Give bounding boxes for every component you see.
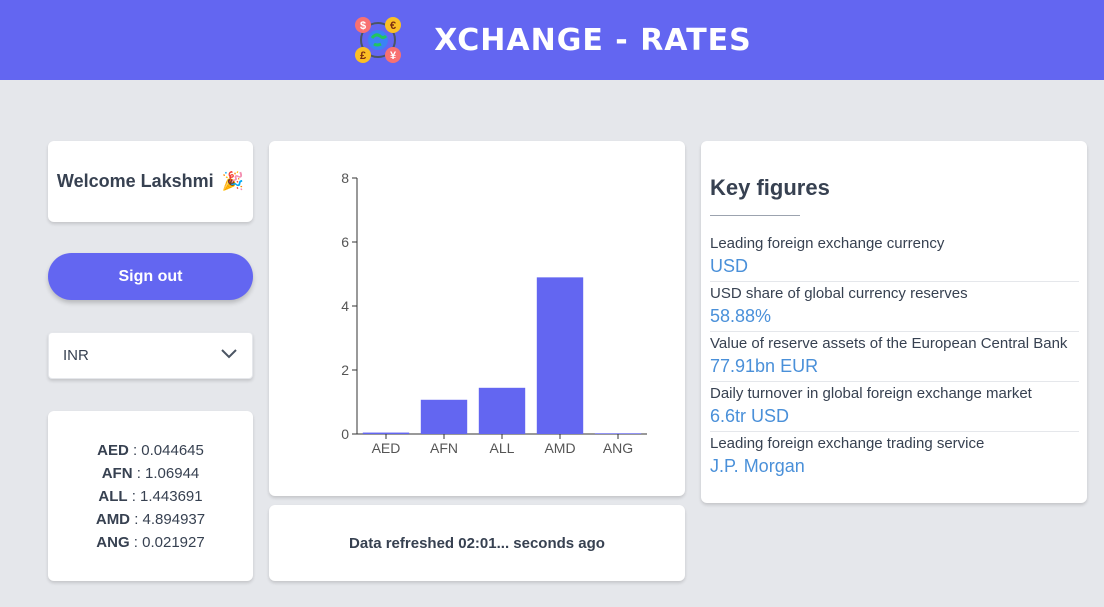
- rate-row: AMD : 4.894937: [95, 510, 206, 528]
- key-figure-value: USD: [710, 256, 749, 276]
- rate-value: 1.443691: [140, 487, 203, 505]
- rate-code: ANG: [96, 533, 130, 551]
- welcome-text: Welcome Lakshmi: [56, 171, 214, 191]
- x-tick-label: AFN: [430, 440, 458, 456]
- y-tick-label: 4: [341, 298, 349, 314]
- key-figure-label: Leading foreign exchange currency: [710, 235, 945, 252]
- bar-ang: [594, 433, 642, 434]
- key-figure-value: 58.88%: [710, 306, 772, 326]
- rate-code: AMD: [95, 510, 131, 528]
- rate-value: 0.021927: [142, 533, 205, 551]
- rate-code: AED: [97, 441, 129, 459]
- rate-row: ANG : 0.021927: [96, 533, 205, 551]
- key-figures-card: Key figures Leading foreign exchange cur…: [701, 141, 1087, 503]
- rate-row: AED : 0.044645: [97, 441, 204, 459]
- welcome-card: Welcome Lakshmi 🎉: [48, 141, 253, 222]
- svg-text:$: $: [360, 20, 366, 32]
- rate-value: 4.894937: [142, 510, 206, 528]
- currency-select-value: INR: [63, 347, 89, 364]
- svg-text:€: €: [390, 20, 396, 32]
- rate-value: 0.044645: [141, 441, 204, 459]
- key-figures-title: Key figures: [710, 175, 830, 200]
- rate-code: ALL: [98, 487, 128, 505]
- y-tick-label: 8: [341, 170, 349, 186]
- key-figure-value: 77.91bn EUR: [710, 356, 819, 376]
- y-tick-label: 0: [341, 426, 349, 442]
- party-popper-icon: 🎉: [221, 171, 245, 191]
- key-figure-item: Leading foreign exchange currency USD: [710, 234, 1079, 282]
- sign-out-button[interactable]: Sign out: [48, 253, 253, 300]
- key-figure-item: USD share of global currency reserves 58.…: [710, 284, 1079, 332]
- rate-value: 1.06944: [145, 464, 200, 482]
- key-figure-label: Daily turnover in global foreign exchang…: [710, 385, 1032, 402]
- svg-text:¥: ¥: [390, 50, 397, 62]
- bar-all: [478, 387, 526, 434]
- bar-chart-svg: 0 2 4 6 8 AED AFN ALL AMD ANG: [341, 170, 647, 456]
- key-figure-item: Daily turnover in global foreign exchang…: [710, 384, 1079, 432]
- currency-select[interactable]: INR: [48, 332, 253, 379]
- x-tick-label: AMD: [544, 440, 575, 456]
- rate-row: AFN : 1.06944: [101, 464, 200, 482]
- rate-code: AFN: [101, 464, 133, 482]
- app-title: XCHANGE - RATES: [434, 22, 752, 58]
- key-figure-label: USD share of global currency reserves: [710, 285, 968, 302]
- refresh-text: Data refreshed 02:01... seconds ago: [349, 534, 605, 552]
- currency-exchange-logo-icon: $ € £ ¥: [352, 14, 404, 66]
- x-tick-label: ALL: [490, 440, 515, 456]
- refresh-status: Data refreshed 02:01... seconds ago: [269, 505, 685, 581]
- y-tick-label: 6: [341, 234, 349, 250]
- key-figure-label: Value of reserve assets of the European …: [710, 335, 1068, 352]
- key-figure-item: Value of reserve assets of the European …: [710, 334, 1079, 382]
- app-header: $ € £ ¥ XCHANGE - RATES: [0, 0, 1104, 80]
- exchange-rate-chart: 0 2 4 6 8 AED AFN ALL AMD ANG: [269, 141, 685, 496]
- rate-row: ALL : 1.443691: [98, 487, 203, 505]
- rates-list: AED : 0.044645 AFN : 1.06944 ALL : 1.44369…: [48, 411, 253, 581]
- key-figure-value: 6.6tr USD: [710, 406, 790, 426]
- bar-aed: [362, 432, 410, 434]
- chevron-down-icon: [220, 347, 238, 364]
- divider: [710, 215, 800, 216]
- y-tick-label: 2: [341, 362, 349, 378]
- key-figure-value: J.P. Morgan: [710, 456, 805, 476]
- bar-afn: [420, 399, 468, 434]
- x-tick-label: AED: [372, 440, 401, 456]
- bar-amd: [536, 277, 584, 434]
- key-figure-item: Leading foreign exchange trading service…: [710, 434, 1079, 481]
- key-figures-list: Leading foreign exchange currency USD USD …: [710, 234, 1079, 481]
- key-figure-label: Leading foreign exchange trading service: [710, 435, 985, 452]
- svg-text:£: £: [360, 50, 366, 62]
- x-tick-label: ANG: [603, 440, 633, 456]
